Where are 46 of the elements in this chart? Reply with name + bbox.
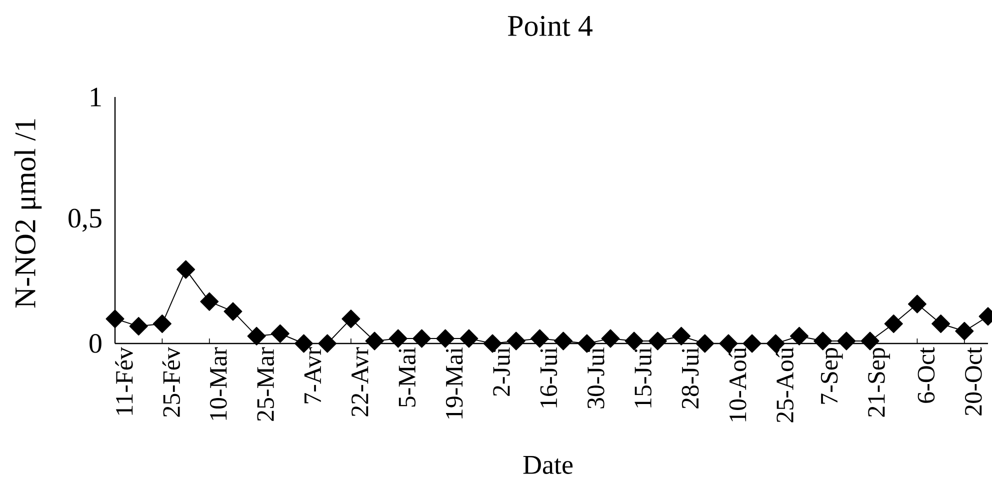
x-tick-label: 19-Mai — [446, 347, 463, 418]
x-tick-label: 25-Fév — [162, 347, 180, 417]
x-tick-label: 28-Jui — [682, 347, 699, 408]
x-tick-label: 25-Aoû — [776, 347, 794, 422]
point — [884, 314, 903, 334]
x-tick-label: 25-Mar — [257, 347, 274, 421]
point — [106, 310, 124, 328]
y-axis-title: N-NO2 μmol /1 — [14, 119, 42, 308]
point — [388, 329, 408, 348]
point — [530, 329, 549, 348]
x-tick-label: 20-Oct — [964, 347, 982, 416]
y-tick-label: 0 — [90, 334, 102, 353]
x-tick-label: 5-Mai — [398, 347, 416, 407]
point — [224, 302, 242, 321]
point — [412, 329, 432, 348]
point — [790, 326, 809, 346]
x-tick-label: 16-Jui — [540, 347, 558, 408]
y-tick-label: 0,5 — [68, 208, 102, 232]
point — [932, 314, 950, 334]
x-tick-label: 7-Avr — [304, 347, 322, 404]
point — [342, 310, 360, 328]
chart-title: Point 4 — [508, 16, 592, 36]
point — [129, 316, 148, 336]
point — [200, 292, 219, 311]
x-tick-label: 11-Fév — [115, 347, 133, 415]
x-tick-label: 7-Sep — [820, 348, 843, 404]
x-tick-label: 10-Aoû — [728, 347, 746, 422]
x-axis-title: Date — [523, 456, 573, 474]
point — [908, 294, 926, 314]
x-tick-label: 21-Sep — [868, 348, 890, 417]
point — [601, 329, 620, 348]
point — [152, 314, 172, 334]
point — [955, 322, 974, 340]
point — [270, 324, 290, 343]
x-tick-label: 10-Mar — [210, 347, 227, 420]
point — [672, 326, 691, 346]
x-tick-label: 2-Jui — [493, 347, 510, 396]
x-tick-label: 6-Oct — [918, 347, 935, 403]
x-tick-label: 22-Avr — [352, 347, 368, 416]
point — [247, 326, 266, 346]
point — [176, 260, 196, 279]
point — [436, 329, 455, 348]
x-tick-label: 30-Jui — [587, 347, 604, 408]
y-tick-label: 1 — [90, 88, 101, 106]
x-tick-label: 15-Jui — [634, 347, 652, 408]
point — [460, 329, 478, 348]
